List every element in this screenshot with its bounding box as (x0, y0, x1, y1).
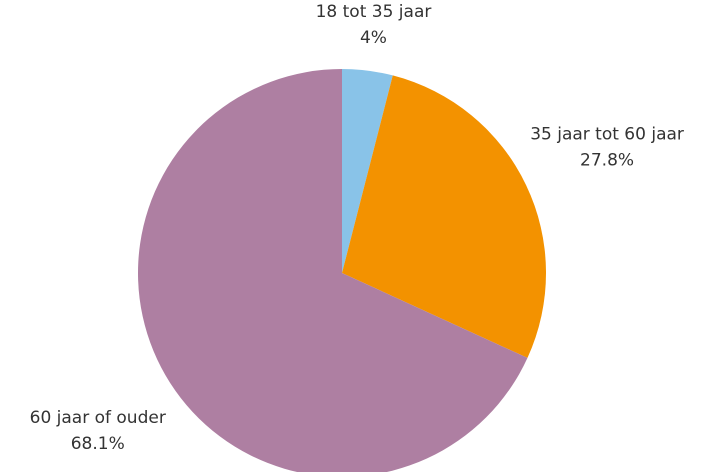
pie-slice (138, 69, 528, 472)
pie-slice (342, 75, 546, 358)
slice-value-label: 68.1% (71, 434, 125, 454)
slice-value-label: 27.8% (580, 151, 634, 171)
slice-label: 60 jaar of ouder (30, 408, 166, 428)
pie-slice (342, 69, 393, 273)
slice-label: 18 tot 35 jaar (316, 2, 432, 22)
slice-label: 35 jaar tot 60 jaar (530, 125, 684, 145)
slice-value-label: 4% (360, 28, 387, 48)
